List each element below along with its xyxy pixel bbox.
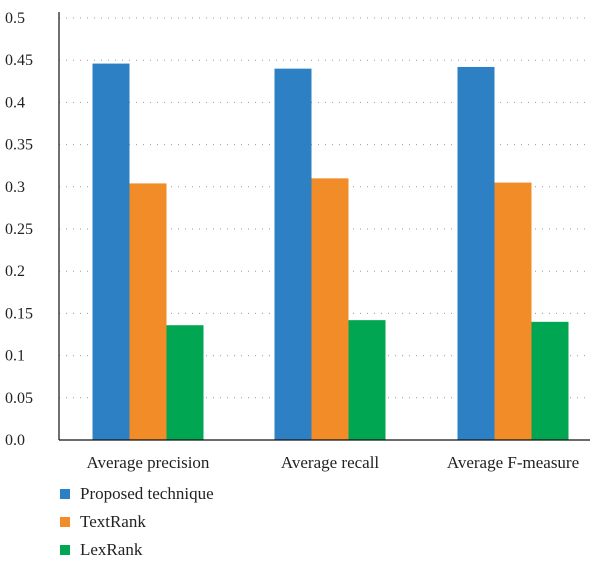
- bar-proposed-technique-1: [274, 68, 312, 440]
- y-tick-label: 0.4: [5, 94, 25, 111]
- y-tick-label: 0.1: [5, 348, 25, 365]
- x-axis-category-labels: Average precision Average recall Average F…: [87, 453, 580, 472]
- x-category-label: Average recall: [281, 453, 380, 472]
- bar-lexrank-0: [166, 325, 204, 440]
- axes: [58, 12, 590, 441]
- y-tick-label: 0.3: [5, 179, 25, 196]
- y-tick-label: 0.05: [5, 390, 33, 407]
- bar-lexrank-2: [531, 321, 569, 440]
- y-tick-label: 0.15: [5, 305, 33, 322]
- bars: [92, 63, 569, 441]
- legend: Proposed technique TextRank LexRank: [60, 484, 214, 559]
- legend-label: Proposed technique: [80, 484, 214, 503]
- y-tick-label: 0.25: [5, 221, 33, 238]
- legend-label: TextRank: [80, 512, 146, 531]
- legend-swatch-proposed-technique: [60, 489, 70, 499]
- bar-proposed-technique-2: [457, 66, 495, 441]
- x-category-label: Average F-measure: [447, 453, 579, 472]
- bar-proposed-technique-0: [92, 63, 130, 441]
- legend-swatch-textrank: [60, 517, 70, 527]
- bar-lexrank-1: [348, 320, 386, 440]
- bar-textrank-1: [311, 178, 349, 441]
- y-tick-label: 0.35: [5, 137, 33, 154]
- y-tick-label: 0.0: [5, 432, 25, 449]
- legend-label: LexRank: [80, 540, 143, 559]
- bar-textrank-2: [494, 182, 532, 440]
- legend-swatch-lexrank: [60, 545, 70, 555]
- y-tick-label: 0.45: [5, 52, 33, 69]
- y-axis-tick-labels: 0.0 0.05 0.1 0.15 0.2 0.25 0.3 0.35 0.4 0.45 0.5: [5, 10, 33, 449]
- x-category-label: Average precision: [87, 453, 210, 472]
- y-tick-label: 0.5: [5, 10, 25, 27]
- bar-textrank-0: [129, 183, 167, 440]
- y-tick-label: 0.2: [5, 263, 25, 280]
